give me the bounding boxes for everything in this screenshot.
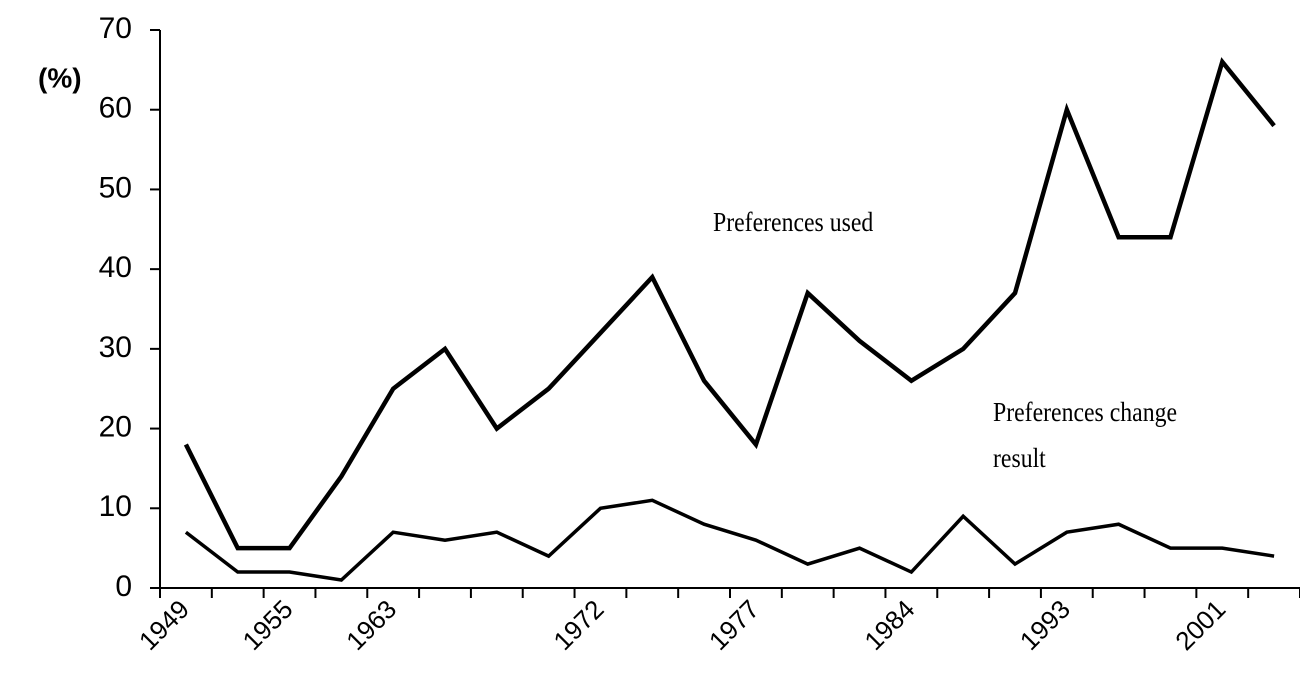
y-tick-label: 50 bbox=[99, 171, 132, 204]
x-tick-label: 1984 bbox=[858, 594, 920, 656]
series-line bbox=[184, 498, 1275, 582]
y-tick-label: 40 bbox=[99, 251, 132, 284]
x-tick-label: 1972 bbox=[547, 594, 609, 656]
x-tick-label: 1977 bbox=[703, 594, 765, 656]
x-tick-label: 1955 bbox=[237, 594, 299, 656]
series-line bbox=[183, 57, 1276, 551]
x-tick-label: 1949 bbox=[133, 594, 195, 656]
y-tick-label: 20 bbox=[99, 410, 132, 443]
x-tick-label: 1993 bbox=[1014, 594, 1076, 656]
y-tick-label: 30 bbox=[99, 331, 132, 364]
y-tick-label: 70 bbox=[99, 12, 132, 45]
y-tick-label: 10 bbox=[99, 490, 132, 523]
y-tick-label: 0 bbox=[115, 570, 132, 603]
y-axis-label: (%) bbox=[38, 62, 82, 93]
y-tick-label: 60 bbox=[99, 92, 132, 125]
series-label: Preferences used bbox=[713, 207, 874, 237]
x-tick-label: 1963 bbox=[340, 594, 402, 656]
series-label: Preferences change result bbox=[993, 397, 1178, 473]
x-tick-label: 2001 bbox=[1169, 594, 1231, 656]
